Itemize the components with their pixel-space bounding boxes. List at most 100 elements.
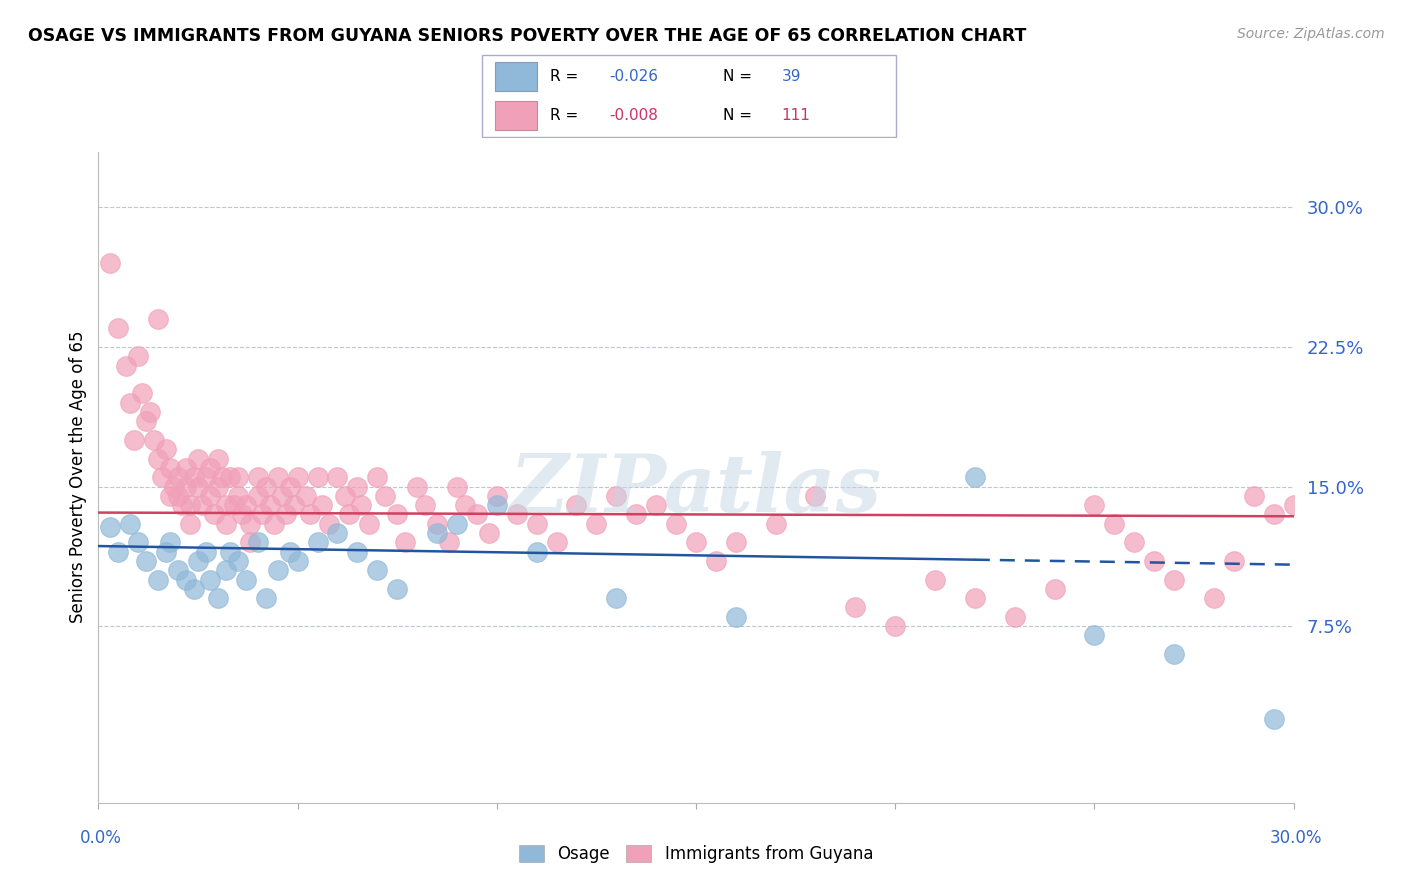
Point [202, 508, 225, 522]
Point [207, 479, 229, 493]
Point [1083, 498, 1105, 512]
Point [350, 498, 373, 512]
Point [765, 516, 787, 531]
Point [226, 489, 249, 503]
Point [143, 433, 166, 447]
Point [1102, 516, 1125, 531]
Point [311, 498, 333, 512]
Point [235, 573, 257, 587]
Point [263, 516, 285, 531]
Point [335, 489, 357, 503]
Point [174, 479, 197, 493]
Point [250, 508, 273, 522]
Point [226, 554, 249, 568]
Point [406, 479, 429, 493]
Point [183, 470, 205, 484]
Point [437, 535, 460, 549]
Point [135, 414, 157, 428]
Point [454, 498, 477, 512]
Point [174, 573, 197, 587]
Point [1243, 489, 1265, 503]
Point [385, 582, 409, 596]
Point [565, 498, 588, 512]
Point [307, 470, 329, 484]
Point [219, 544, 242, 558]
Point [287, 470, 309, 484]
Point [426, 526, 449, 541]
Point [704, 554, 727, 568]
Point [1143, 554, 1166, 568]
Point [283, 498, 305, 512]
Point [239, 535, 262, 549]
Point [115, 359, 138, 373]
Point [135, 554, 157, 568]
Point [159, 489, 181, 503]
Point [478, 526, 501, 541]
Point [179, 516, 201, 531]
Text: R =: R = [550, 69, 578, 84]
Point [187, 554, 209, 568]
Point [884, 619, 907, 633]
Point [724, 609, 747, 624]
Point [198, 489, 221, 503]
Point [267, 470, 290, 484]
Point [187, 451, 209, 466]
Point [267, 563, 290, 577]
Point [226, 470, 249, 484]
Point [274, 508, 297, 522]
Point [148, 451, 170, 466]
Point [804, 489, 827, 503]
Point [294, 489, 316, 503]
Text: N =: N = [723, 69, 752, 84]
Point [163, 479, 186, 493]
Point [278, 479, 301, 493]
Point [413, 498, 436, 512]
Point [645, 498, 668, 512]
Point [215, 563, 238, 577]
Point [366, 563, 388, 577]
Point [167, 470, 190, 484]
Point [211, 470, 233, 484]
Point [685, 535, 707, 549]
Point [167, 489, 190, 503]
Point [107, 544, 129, 558]
Point [374, 489, 396, 503]
Point [231, 508, 253, 522]
Point [183, 582, 205, 596]
Text: -0.026: -0.026 [609, 69, 658, 84]
Point [219, 470, 242, 484]
Point [298, 508, 321, 522]
Point [1163, 573, 1185, 587]
Point [485, 498, 508, 512]
FancyBboxPatch shape [495, 101, 537, 130]
Point [546, 535, 568, 549]
Point [605, 591, 627, 606]
Text: ZIPatlas: ZIPatlas [510, 451, 882, 529]
Point [98, 520, 122, 534]
Point [287, 554, 309, 568]
Point [1222, 554, 1246, 568]
Point [198, 573, 221, 587]
Point [148, 312, 170, 326]
Point [385, 508, 409, 522]
Point [239, 516, 262, 531]
Point [172, 498, 194, 512]
Point [1202, 591, 1225, 606]
Point [339, 508, 360, 522]
Text: 30.0%: 30.0% [1270, 829, 1323, 847]
Point [120, 516, 142, 531]
Point [259, 498, 281, 512]
Point [506, 508, 529, 522]
Point [446, 516, 468, 531]
Point [246, 470, 269, 484]
FancyBboxPatch shape [495, 62, 537, 91]
Point [139, 405, 162, 419]
Point [844, 600, 866, 615]
Point [174, 461, 197, 475]
Point [366, 470, 388, 484]
Point [150, 470, 173, 484]
Point [155, 544, 177, 558]
Point [394, 535, 416, 549]
Point [246, 489, 269, 503]
Text: OSAGE VS IMMIGRANTS FROM GUYANA SENIORS POVERTY OVER THE AGE OF 65 CORRELATION C: OSAGE VS IMMIGRANTS FROM GUYANA SENIORS … [28, 27, 1026, 45]
